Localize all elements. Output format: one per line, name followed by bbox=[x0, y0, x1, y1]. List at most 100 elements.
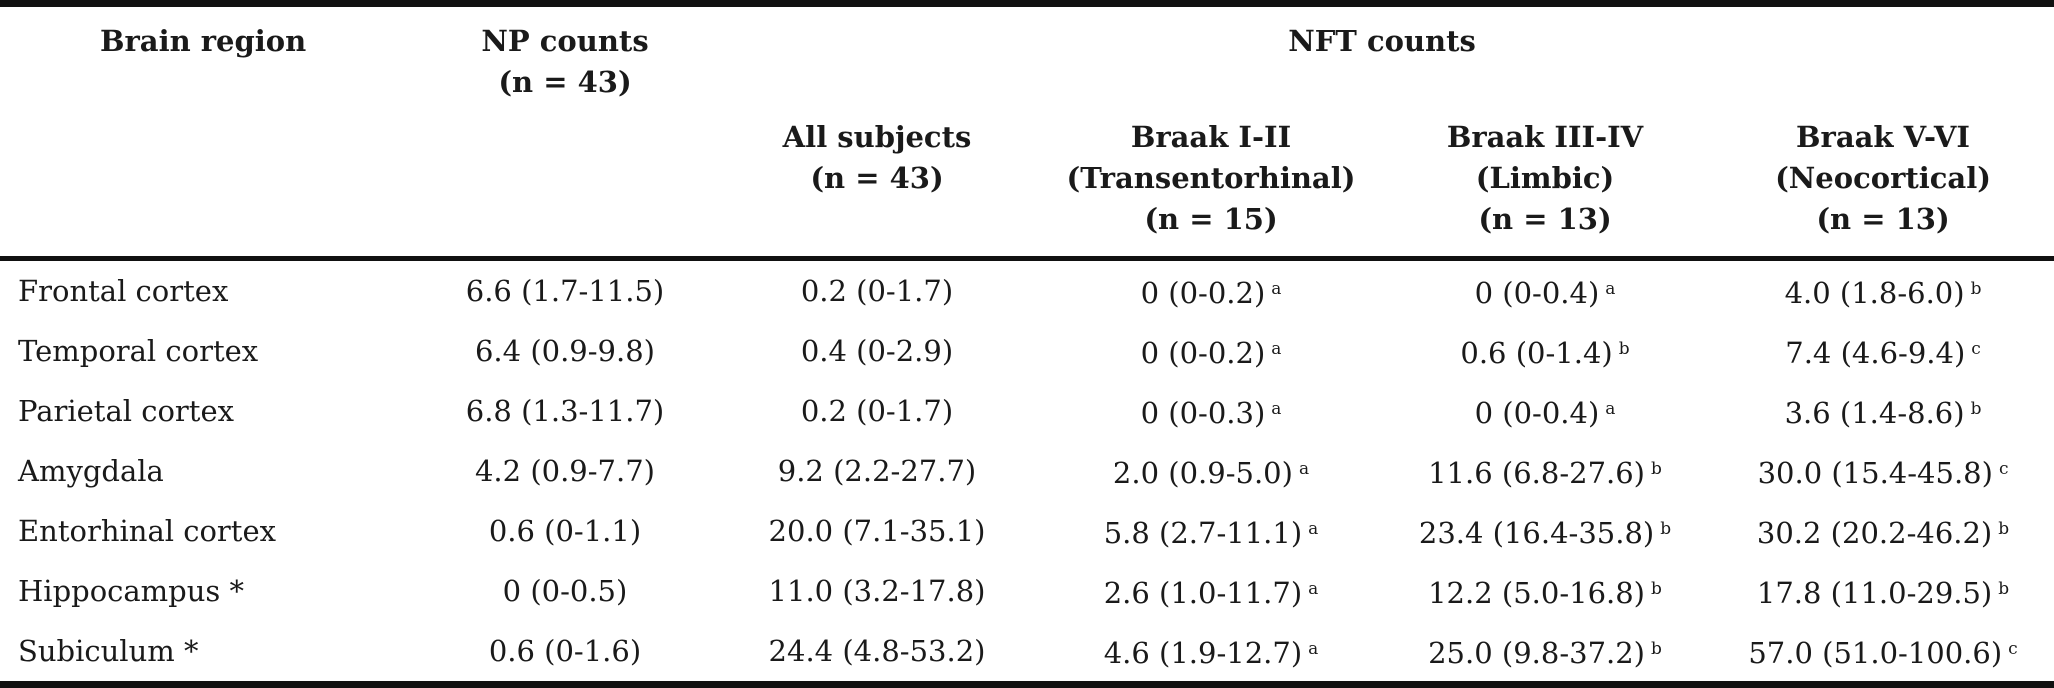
header-all-subjects: All subjects (n = 43) bbox=[710, 117, 1044, 259]
cell-braak-5-6: 7.4 (4.6-9.4) c bbox=[1712, 321, 2054, 381]
significance-mark: b bbox=[1651, 579, 1662, 599]
significance-mark: b bbox=[1660, 519, 1672, 539]
cell-braak-3-4: 12.2 (5.0-16.8) b bbox=[1378, 561, 1712, 621]
cell-value: 4.0 (1.8-6.0) bbox=[1784, 276, 1965, 310]
table-row: Subiculum * 0.6 (0-1.6) 24.4 (4.8-53.2) … bbox=[0, 621, 2054, 685]
header-np-counts: NP counts (n = 43) bbox=[420, 4, 710, 118]
significance-mark: a bbox=[1308, 639, 1319, 659]
cell-value: 0 (0-0.4) bbox=[1474, 396, 1600, 430]
cell-value: 2.0 (0.9-5.0) bbox=[1112, 456, 1293, 490]
cell-braak-3-4: 11.6 (6.8-27.6) b bbox=[1378, 441, 1712, 501]
table-row: Entorhinal cortex 0.6 (0-1.1) 20.0 (7.1-… bbox=[0, 501, 2054, 561]
cell-value: 25.0 (9.8-37.2) bbox=[1428, 636, 1645, 670]
significance-mark: c bbox=[2008, 639, 2018, 659]
header-braak-5-6-line-3: (n = 13) bbox=[1816, 202, 1950, 236]
significance-mark: a bbox=[1605, 279, 1616, 299]
header-np-counts-line-2: (n = 43) bbox=[498, 65, 632, 99]
cell-value: 3.6 (1.4-8.6) bbox=[1784, 396, 1965, 430]
header-all-subjects-line-2: (n = 43) bbox=[810, 161, 944, 195]
table-row: Frontal cortex 6.6 (1.7-11.5) 0.2 (0-1.7… bbox=[0, 259, 2054, 322]
cell-braak-1-2: 0 (0-0.3) a bbox=[1044, 381, 1378, 441]
cell-value: 7.4 (4.6-9.4) bbox=[1785, 336, 1966, 370]
cell-value: 0 (0-0.3) bbox=[1140, 396, 1266, 430]
significance-mark: a bbox=[1308, 519, 1319, 539]
cell-all: 11.0 (3.2-17.8) bbox=[768, 574, 986, 608]
cell-value: 0.6 (0-1.4) bbox=[1460, 336, 1613, 370]
cell-value: 30.2 (20.2-46.2) bbox=[1756, 516, 1993, 550]
cell-region: Hippocampus * bbox=[18, 574, 245, 608]
significance-mark: b bbox=[1651, 639, 1662, 659]
header-braak-3-4-line-1: Braak III-IV bbox=[1446, 120, 1644, 154]
cell-value: 30.0 (15.4-45.8) bbox=[1757, 456, 1993, 490]
cell-np: 6.6 (1.7-11.5) bbox=[465, 274, 665, 308]
cell-braak-1-2: 0 (0-0.2) a bbox=[1044, 259, 1378, 322]
header-empty-1 bbox=[0, 117, 420, 259]
cell-value: 12.2 (5.0-16.8) bbox=[1428, 576, 1645, 610]
cell-braak-5-6: 17.8 (11.0-29.5) b bbox=[1712, 561, 2054, 621]
cell-value: 5.8 (2.7-11.1) bbox=[1103, 516, 1303, 550]
cell-braak-1-2: 0 (0-0.2) a bbox=[1044, 321, 1378, 381]
cell-all: 9.2 (2.2-27.7) bbox=[777, 454, 977, 488]
table-header: Brain region NP counts (n = 43) NFT coun… bbox=[0, 3, 2054, 259]
header-braak-1-2: Braak I-II (Transentorhinal) (n = 15) bbox=[1044, 117, 1378, 259]
table-row: Amygdala 4.2 (0.9-7.7) 9.2 (2.2-27.7) 2.… bbox=[0, 441, 2054, 501]
header-braak-3-4: Braak III-IV (Limbic) (n = 13) bbox=[1378, 117, 1712, 259]
cell-all: 20.0 (7.1-35.1) bbox=[768, 514, 986, 548]
cell-region: Amygdala bbox=[18, 454, 164, 488]
cell-braak-5-6: 4.0 (1.8-6.0) b bbox=[1712, 259, 2054, 322]
cell-np: 0 (0-0.5) bbox=[502, 574, 628, 608]
cell-braak-3-4: 0.6 (0-1.4) b bbox=[1378, 321, 1712, 381]
table-body: Frontal cortex 6.6 (1.7-11.5) 0.2 (0-1.7… bbox=[0, 259, 2054, 685]
header-all-subjects-line-1: All subjects bbox=[782, 120, 972, 154]
cell-braak-3-4: 25.0 (9.8-37.2) b bbox=[1378, 621, 1712, 685]
cell-braak-5-6: 30.2 (20.2-46.2) b bbox=[1712, 501, 2054, 561]
significance-mark: b bbox=[1970, 279, 1982, 299]
significance-mark: a bbox=[1271, 279, 1282, 299]
cell-np: 0.6 (0-1.6) bbox=[488, 634, 642, 668]
cell-all: 24.4 (4.8-53.2) bbox=[768, 634, 986, 668]
cell-value: 17.8 (11.0-29.5) bbox=[1756, 576, 1993, 610]
header-row-1: Brain region NP counts (n = 43) NFT coun… bbox=[0, 3, 2054, 118]
cell-np: 6.4 (0.9-9.8) bbox=[474, 334, 655, 368]
cell-braak-1-2: 4.6 (1.9-12.7) a bbox=[1044, 621, 1378, 685]
cell-braak-1-2: 5.8 (2.7-11.1) a bbox=[1044, 501, 1378, 561]
header-braak-1-2-line-1: Braak I-II bbox=[1130, 120, 1292, 154]
cell-braak-3-4: 0 (0-0.4) a bbox=[1378, 259, 1712, 322]
significance-mark: c bbox=[1998, 459, 2009, 479]
significance-mark: a bbox=[1271, 399, 1282, 419]
header-braak-1-2-line-3: (n = 15) bbox=[1144, 202, 1278, 236]
header-empty-2 bbox=[420, 117, 710, 259]
significance-mark: b bbox=[1970, 399, 1982, 419]
significance-mark: b bbox=[1651, 459, 1662, 479]
header-braak-3-4-line-3: (n = 13) bbox=[1478, 202, 1612, 236]
header-row-2: All subjects (n = 43) Braak I-II (Transe… bbox=[0, 117, 2054, 259]
header-nft-counts: NFT counts bbox=[1288, 24, 1476, 58]
cell-value: 11.6 (6.8-27.6) bbox=[1428, 456, 1645, 490]
cell-np: 0.6 (0-1.1) bbox=[488, 514, 642, 548]
header-braak-5-6: Braak V-VI (Neocortical) (n = 13) bbox=[1712, 117, 2054, 259]
cell-value: 0 (0-0.4) bbox=[1474, 276, 1600, 310]
significance-mark: a bbox=[1298, 459, 1310, 479]
cell-region: Entorhinal cortex bbox=[18, 514, 276, 548]
cell-all: 0.4 (0-2.9) bbox=[800, 334, 954, 368]
table-row: Parietal cortex 6.8 (1.3-11.7) 0.2 (0-1.… bbox=[0, 381, 2054, 441]
cell-np: 6.8 (1.3-11.7) bbox=[465, 394, 665, 428]
cell-braak-5-6: 30.0 (15.4-45.8) c bbox=[1712, 441, 2054, 501]
header-brain-region: Brain region bbox=[100, 24, 307, 58]
cell-value: 0 (0-0.2) bbox=[1140, 276, 1266, 310]
cell-region: Frontal cortex bbox=[18, 274, 229, 308]
header-braak-1-2-line-2: (Transentorhinal) bbox=[1066, 161, 1356, 195]
significance-mark: a bbox=[1605, 399, 1616, 419]
cell-region: Temporal cortex bbox=[18, 334, 259, 368]
header-np-counts-line-1: NP counts bbox=[481, 24, 649, 58]
significance-mark: c bbox=[1971, 339, 1981, 359]
cell-region: Parietal cortex bbox=[18, 394, 234, 428]
significance-mark: a bbox=[1308, 579, 1319, 599]
cell-value: 23.4 (16.4-35.8) bbox=[1418, 516, 1655, 550]
header-braak-5-6-line-1: Braak V-VI bbox=[1796, 120, 1970, 154]
cell-braak-3-4: 23.4 (16.4-35.8) b bbox=[1378, 501, 1712, 561]
cell-np: 4.2 (0.9-7.7) bbox=[474, 454, 655, 488]
table-row: Temporal cortex 6.4 (0.9-9.8) 0.4 (0-2.9… bbox=[0, 321, 2054, 381]
